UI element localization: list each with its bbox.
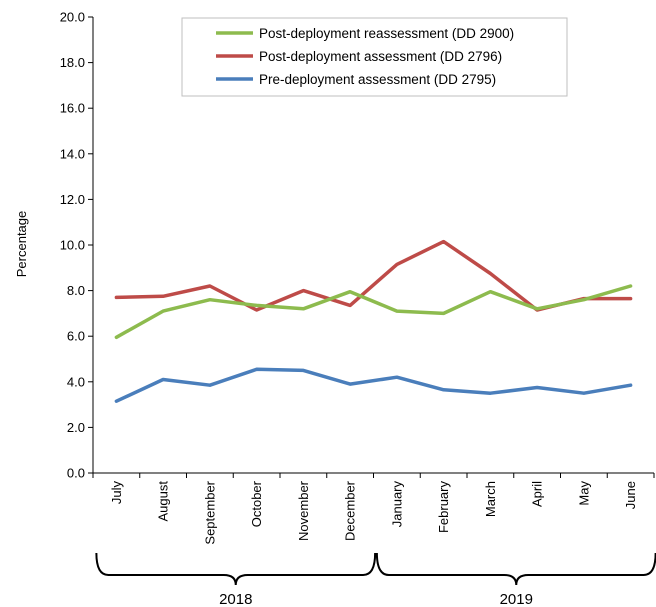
y-tick-label: 14.0 — [60, 146, 85, 161]
y-tick-label: 8.0 — [67, 283, 85, 298]
y-tick-label: 4.0 — [67, 374, 85, 389]
x-tick-label: April — [530, 481, 545, 507]
legend: Post-deployment reassessment (DD 2900) Po… — [181, 17, 568, 97]
y-axis: 0.0 2.0 4.0 6.0 8.0 10.0 12.0 14.0 16.0 18.0 20.0 — [60, 10, 94, 481]
x-tick-label: July — [109, 481, 124, 505]
y-tick-label: 12.0 — [60, 192, 85, 207]
y-tick-label: 2.0 — [67, 420, 85, 435]
legend-label: Post-deployment assessment (DD 2796) — [259, 49, 502, 64]
x-axis: July August September October November Decemb… — [92, 472, 655, 545]
x-tick-label: March — [483, 481, 498, 517]
y-tick-label: 0.0 — [67, 466, 85, 481]
x-tick-label: September — [202, 480, 217, 544]
x-tick-label: February — [436, 481, 451, 534]
year-brace — [95, 552, 377, 586]
y-tick-label: 6.0 — [67, 329, 85, 344]
y-axis-label: Percentage — [14, 211, 29, 278]
x-tick-label: December — [343, 480, 358, 541]
series-layer — [114, 239, 633, 403]
y-tick-label: 10.0 — [60, 238, 85, 253]
x-tick-label: June — [623, 481, 638, 509]
legend-label: Post-deployment reassessment (DD 2900) — [259, 26, 514, 41]
year-label: 2018 — [219, 591, 252, 607]
year-brace — [375, 552, 656, 586]
x-tick-label: October — [249, 480, 264, 527]
year-braces: 2018 2019 — [95, 552, 656, 607]
x-tick-label: August — [156, 481, 171, 522]
year-label: 2019 — [500, 591, 533, 607]
series-line — [114, 284, 633, 340]
y-tick-label: 20.0 — [60, 10, 85, 25]
y-tick-label: 16.0 — [60, 101, 85, 116]
y-tick-label: 18.0 — [60, 55, 85, 70]
legend-label: Pre-deployment assessment (DD 2795) — [259, 72, 496, 87]
x-tick-label: November — [296, 480, 311, 541]
x-tick-label: January — [389, 481, 404, 528]
x-tick-label: May — [576, 481, 591, 506]
series-line — [114, 367, 633, 403]
